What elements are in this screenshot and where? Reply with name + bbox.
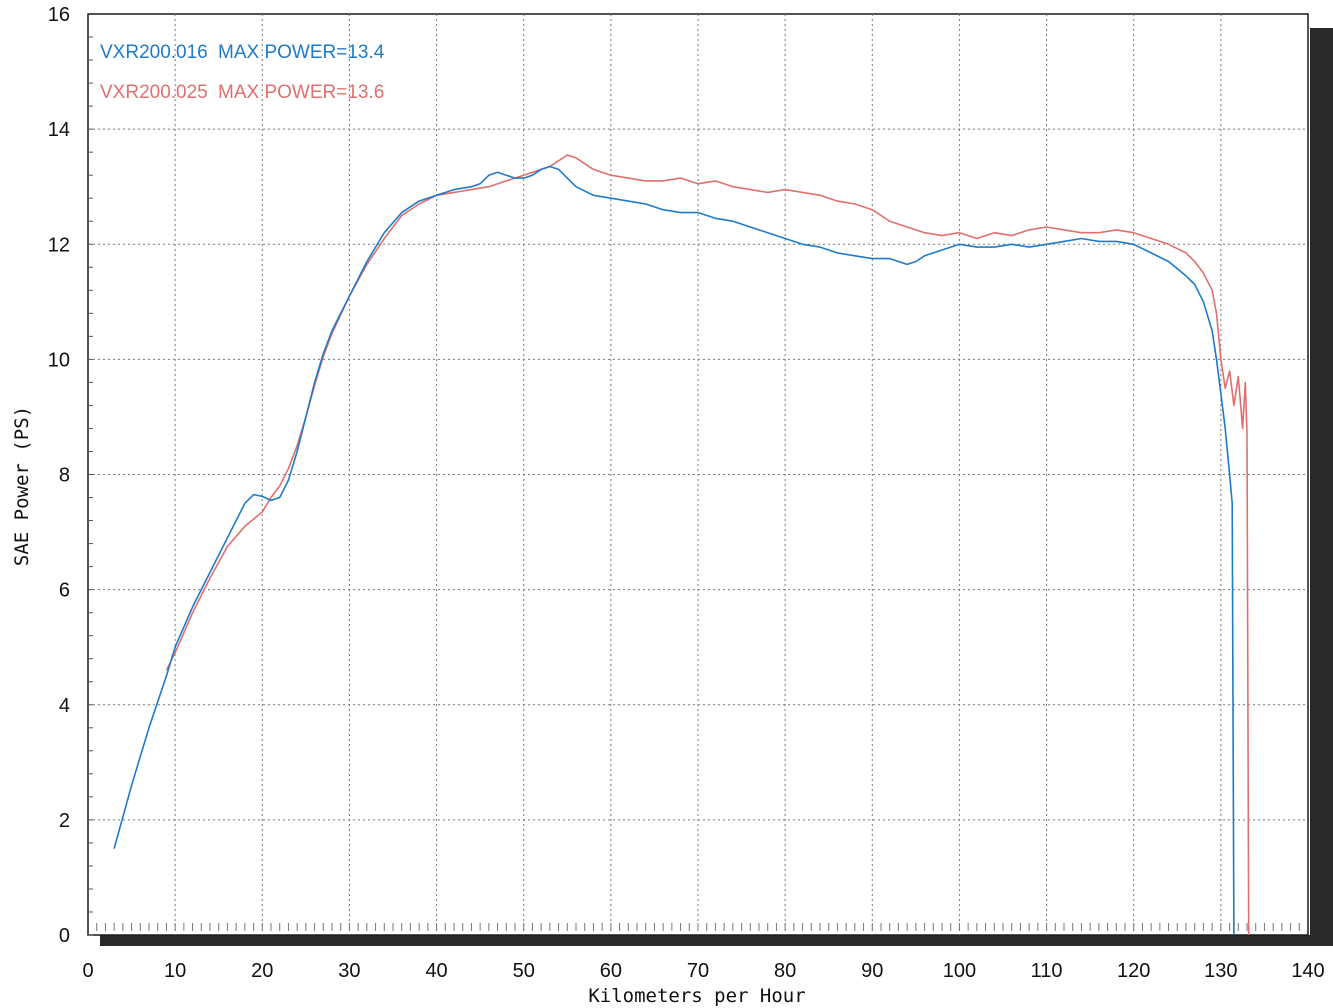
- y-axis-title: SAE Power (PS): [11, 406, 33, 566]
- frame-shadow-right: [1310, 28, 1333, 946]
- y-tick-label: 0: [59, 925, 70, 947]
- y-tick-label: 8: [59, 465, 70, 487]
- x-tick-label: 70: [687, 960, 709, 982]
- y-tick-label: 14: [48, 119, 70, 141]
- x-tick-label: 100: [943, 960, 976, 982]
- y-tick-label: 4: [59, 695, 70, 717]
- legend-series-2-name: VXR200.025: [100, 82, 208, 103]
- x-tick-label: 90: [861, 960, 883, 982]
- x-tick-label: 30: [338, 960, 360, 982]
- x-tick-label: 80: [774, 960, 796, 982]
- x-axis-title: Kilometers per Hour: [588, 985, 805, 1007]
- x-tick-label: 20: [251, 960, 273, 982]
- axis-ticks: 0 10 20 30 40 50 60 70 80 90 100 110 120 130 140 0 2 4 6 8 1…: [48, 4, 1325, 982]
- y-tick-label: 10: [48, 349, 70, 371]
- x-tick-label: 110: [1031, 960, 1063, 982]
- series-line-vxr200-025: [165, 154, 1250, 936]
- legend-series-1-name: VXR200.016: [100, 42, 208, 63]
- x-tick-label: 50: [513, 960, 535, 982]
- x-tick-label: 140: [1291, 960, 1324, 982]
- x-tick-label: 40: [425, 960, 447, 982]
- series-line-vxr200-016: [113, 165, 1235, 936]
- y-tick-label: 6: [59, 580, 70, 602]
- series-layer: [113, 154, 1250, 936]
- x-tick-label: 130: [1204, 960, 1237, 982]
- x-tick-label: 10: [164, 960, 186, 982]
- y-tick-label: 2: [59, 810, 70, 832]
- x-tick-label: 0: [82, 960, 93, 982]
- y-tick-label: 16: [48, 4, 70, 26]
- x-tick-label: 120: [1117, 960, 1150, 982]
- x-tick-label: 60: [600, 960, 622, 982]
- legend: VXR200.016 MAX POWER=13.4 VXR200.025 MAX…: [100, 42, 385, 103]
- legend-series-2-max-power: MAX POWER=13.6: [218, 82, 384, 103]
- legend-series-1-max-power: MAX POWER=13.4: [218, 42, 385, 63]
- y-tick-label: 12: [48, 234, 70, 256]
- grid: [88, 14, 1308, 935]
- frame-shadow-bottom: [100, 935, 1333, 946]
